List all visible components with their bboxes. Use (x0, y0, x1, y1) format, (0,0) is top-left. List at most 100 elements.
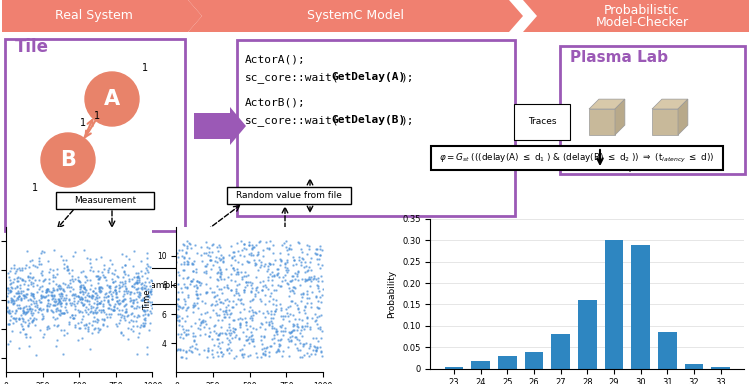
Point (61, 285, 73, 291)
Point (282, 344, 294, 350)
Point (178, 281, 190, 287)
Point (285, 298, 297, 304)
Point (17, 315, 29, 321)
Point (230, 288, 242, 294)
Point (300, 276, 312, 283)
Point (14, 285, 26, 291)
Point (243, 242, 255, 248)
Point (47, 285, 59, 291)
Point (54, 312, 66, 318)
Point (271, 348, 283, 354)
Point (58, 288, 70, 294)
Point (83, 293, 95, 299)
Point (232, 248, 244, 254)
Point (199, 300, 211, 306)
Point (143, 327, 155, 333)
Point (289, 276, 301, 282)
Point (69, 306, 81, 312)
Point (181, 275, 193, 281)
Point (182, 259, 194, 265)
Point (138, 282, 150, 288)
Point (118, 291, 130, 298)
Point (296, 354, 308, 360)
Point (93, 307, 105, 313)
Point (222, 302, 234, 308)
Point (176, 275, 189, 281)
Point (58, 310, 70, 316)
Point (68, 278, 80, 284)
Point (228, 303, 240, 310)
Point (261, 308, 273, 314)
Point (26, 291, 38, 298)
Point (50, 274, 62, 280)
Point (89, 324, 101, 331)
Point (296, 249, 308, 255)
Point (5, 313, 17, 319)
Point (131, 279, 143, 285)
Point (89, 296, 101, 302)
Point (60, 257, 72, 263)
Point (43, 292, 55, 298)
Point (119, 262, 131, 268)
Point (288, 316, 300, 322)
Point (279, 277, 291, 283)
Point (33, 306, 45, 313)
Point (122, 312, 134, 318)
Point (270, 306, 282, 312)
Point (212, 270, 224, 276)
Point (181, 245, 193, 251)
Point (59, 265, 71, 271)
Point (195, 282, 207, 288)
Point (314, 326, 326, 332)
Point (5, 299, 17, 305)
Point (27, 293, 39, 299)
Text: );: ); (400, 72, 414, 82)
Point (24, 257, 36, 263)
Point (98, 294, 110, 300)
Point (237, 301, 249, 307)
Point (13, 316, 25, 322)
Point (107, 270, 119, 276)
Point (23, 306, 35, 313)
Point (301, 323, 313, 329)
Point (41, 286, 53, 292)
Point (250, 310, 262, 316)
Point (104, 283, 116, 289)
Point (51, 314, 63, 321)
Text: 1: 1 (32, 183, 38, 193)
Point (12, 296, 24, 302)
Point (191, 291, 203, 297)
Point (220, 309, 232, 315)
Point (126, 310, 138, 316)
Point (301, 242, 313, 248)
Point (187, 330, 199, 336)
Point (94, 274, 106, 280)
Point (307, 347, 319, 353)
Point (236, 352, 248, 358)
Point (266, 273, 278, 279)
Point (182, 261, 194, 267)
Point (25, 290, 37, 296)
Point (105, 291, 117, 297)
Point (258, 352, 270, 358)
Point (57, 297, 69, 303)
Point (271, 328, 283, 334)
Text: Measurement: Measurement (74, 196, 136, 205)
Point (196, 298, 208, 305)
Point (293, 257, 305, 263)
Point (138, 322, 150, 328)
Point (242, 272, 254, 278)
Point (62, 284, 74, 290)
Point (275, 257, 287, 263)
Point (102, 269, 114, 275)
Point (124, 295, 136, 301)
Point (207, 241, 219, 247)
Point (120, 301, 132, 307)
Point (75, 284, 87, 290)
Point (240, 319, 252, 325)
Point (172, 331, 184, 337)
Point (214, 306, 226, 312)
Point (170, 301, 182, 308)
Point (92, 275, 104, 281)
Point (177, 347, 189, 353)
